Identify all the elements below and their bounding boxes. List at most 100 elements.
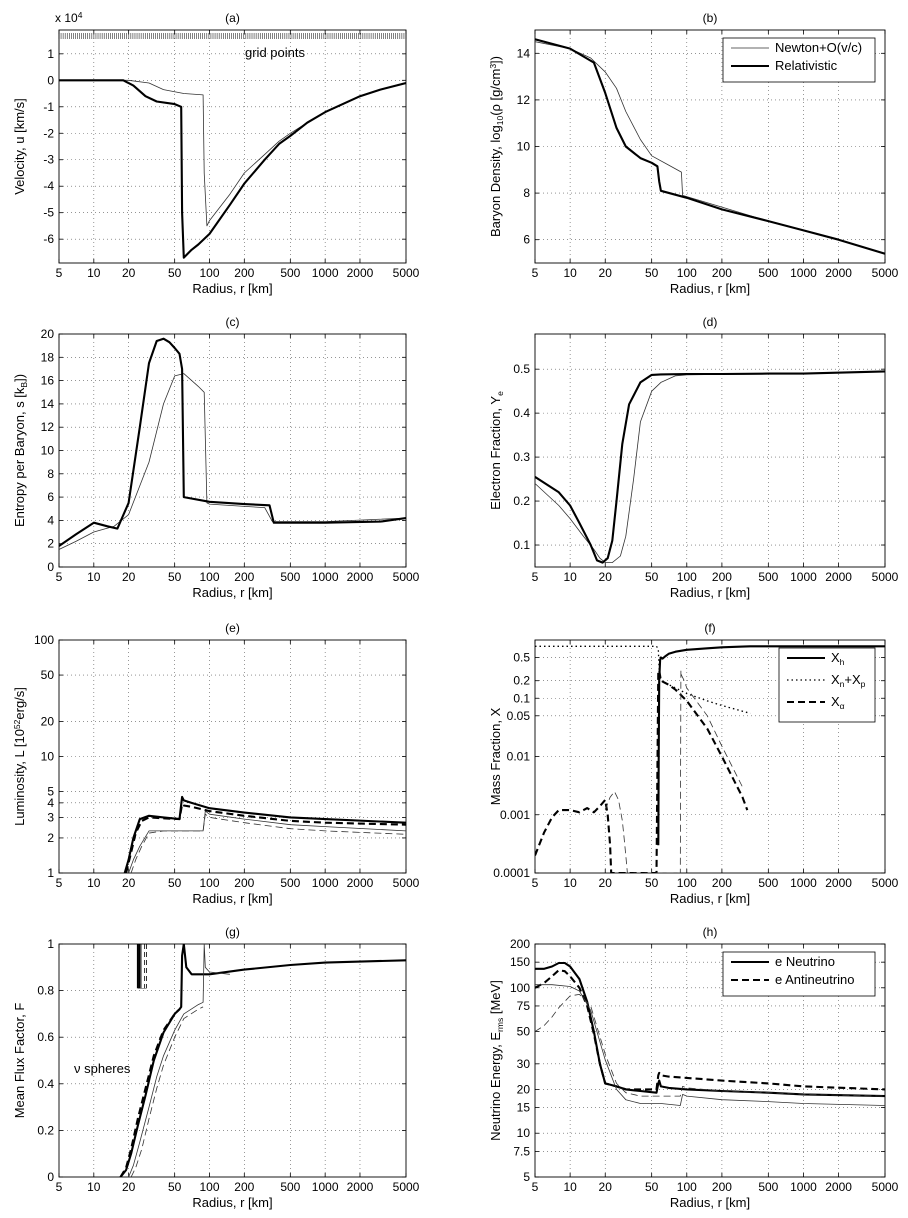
y-tick-label: 0.2 xyxy=(37,1123,54,1137)
panel-c: 5 10 20 50 100 200 500 1000 2000 5000 0 2 4 6 8 10 12 14 1… xyxy=(12,315,420,600)
y-tick-label: 0.6 xyxy=(37,1030,54,1044)
x-tick-label: 100 xyxy=(199,570,219,584)
y-tick-label: 10 xyxy=(517,1126,531,1140)
x-tick-label: 5 xyxy=(532,1180,539,1194)
y-tick-label: 2 xyxy=(47,831,54,845)
x-tick-label: 50 xyxy=(168,876,182,890)
y-tick-label: 10 xyxy=(41,750,55,764)
series-line xyxy=(535,984,885,1106)
x-tick-label: 200 xyxy=(712,876,732,890)
y-tick-label: 30 xyxy=(517,1057,531,1071)
series-line xyxy=(59,79,406,227)
x-tick-label: 10 xyxy=(563,266,577,280)
x-tick-label: 200 xyxy=(712,1180,732,1194)
series-group-f xyxy=(535,645,885,873)
legend-entry: Newton+O(v/c) xyxy=(775,40,862,55)
x-tick-label: 2000 xyxy=(347,266,374,280)
x-tick-label: 50 xyxy=(645,1180,659,1194)
y-tick-label: 3 xyxy=(47,810,54,824)
grid-e xyxy=(59,640,406,873)
y-tick-label: 0.2 xyxy=(513,674,530,688)
y-tick-label: 0 xyxy=(47,73,54,87)
y-tick-label: 0.1 xyxy=(513,691,530,705)
legend-b: Newton+O(v/c) Relativistic xyxy=(722,37,876,83)
x-tick-label: 20 xyxy=(122,1180,136,1194)
y-tick-label: 7.5 xyxy=(513,1144,530,1158)
series-line xyxy=(125,803,406,873)
x-tick-label: 1000 xyxy=(790,1180,817,1194)
x-tick-label: 50 xyxy=(168,266,182,280)
y-tick-label: 15 xyxy=(517,1101,531,1115)
x-tick-label: 5000 xyxy=(872,570,899,584)
x-axis-label: Radius, r [km] xyxy=(670,1195,750,1210)
y-tick-label: 0.4 xyxy=(37,1077,54,1091)
series-line xyxy=(128,944,230,1177)
series-line xyxy=(535,961,885,1098)
y-tick-label: 14 xyxy=(517,46,531,60)
axes-frame-h xyxy=(534,943,886,1178)
axes-frame-g xyxy=(58,943,407,1178)
x-tick-label: 5 xyxy=(532,876,539,890)
x-tick-label: 1000 xyxy=(312,876,339,890)
series-group-c xyxy=(59,337,406,550)
legend-box xyxy=(722,951,876,997)
x-tick-label: 1000 xyxy=(790,876,817,890)
y-tick-label: 0 xyxy=(47,560,54,574)
y-tick-label: -6 xyxy=(43,232,54,246)
panel-label: (g) xyxy=(225,925,240,939)
x-tick-label: 100 xyxy=(677,266,697,280)
x-tick-label: 5 xyxy=(56,570,63,584)
x-tick-label: 50 xyxy=(168,1180,182,1194)
panel-f: 5 10 20 50 100 200 500 1000 2000 5000 0.0001 0.001 0… xyxy=(488,621,899,906)
y-axis-label: Luminosity, L [1052erg/s] xyxy=(12,687,27,826)
y-tick-label: 5 xyxy=(523,1170,530,1184)
series-line xyxy=(535,994,885,1097)
y-tick-label: -3 xyxy=(43,153,54,167)
x-tick-label: 20 xyxy=(122,570,136,584)
x-tick-label: 5000 xyxy=(393,570,420,584)
x-tick-label: 10 xyxy=(87,570,101,584)
x-tick-label: 5000 xyxy=(872,876,899,890)
legend-box xyxy=(722,37,876,83)
series-group-h xyxy=(535,961,885,1106)
series-line xyxy=(119,944,406,1177)
y-tick-label: 0.05 xyxy=(507,709,531,723)
x-tick-label: 100 xyxy=(677,570,697,584)
legend-f: Xh Xn+Xp Xα xyxy=(778,647,876,723)
axes-frame-d xyxy=(534,333,886,568)
legend-entry: Xα xyxy=(831,694,845,711)
panel-label: (b) xyxy=(703,11,718,25)
panel-b: 5 10 20 50 100 200 500 1000 2000 5000 6 8 10 12 14 (b) R… xyxy=(488,11,899,296)
x-axis-label: Radius, r [km] xyxy=(670,281,750,296)
y-tick-label: 0.8 xyxy=(37,984,54,998)
legend-h: e Neutrino e Antineutrino xyxy=(722,951,876,997)
x-tick-label: 1000 xyxy=(790,266,817,280)
legend-entry: Relativistic xyxy=(775,58,838,73)
series-line xyxy=(535,645,751,715)
y-tick-label: 6 xyxy=(523,233,530,247)
panel-g: 5 10 20 50 100 200 500 1000 2000 5000 0 0.2 0.4 0.6 0.… xyxy=(12,925,420,1210)
y-tick-label: 4 xyxy=(47,513,54,527)
y-tick-label: 20 xyxy=(517,1082,531,1096)
legend-box xyxy=(778,647,876,723)
x-tick-label: 100 xyxy=(199,876,219,890)
y-axis-label: Mass Fraction, X xyxy=(488,707,503,805)
x-tick-label: 200 xyxy=(712,570,732,584)
y-axis-label: Electron Fraction, Ye xyxy=(488,391,505,510)
y-tick-label: 100 xyxy=(34,633,54,647)
series-group-a xyxy=(59,79,406,259)
series-line xyxy=(59,337,406,547)
x-tick-label: 1000 xyxy=(312,266,339,280)
y-tick-label: 14 xyxy=(41,397,55,411)
x-tick-label: 500 xyxy=(280,876,300,890)
x-tick-label: 20 xyxy=(122,266,136,280)
legend-entry: Xn+Xp xyxy=(831,672,866,689)
y-tick-label: 20 xyxy=(41,327,55,341)
series-line xyxy=(535,371,885,563)
annotation: ν spheres xyxy=(74,1061,131,1076)
y-tick-label: 0.5 xyxy=(513,651,530,665)
grid-a xyxy=(59,30,406,263)
x-tick-label: 500 xyxy=(758,1180,778,1194)
y-tick-label: 0 xyxy=(47,1170,54,1184)
